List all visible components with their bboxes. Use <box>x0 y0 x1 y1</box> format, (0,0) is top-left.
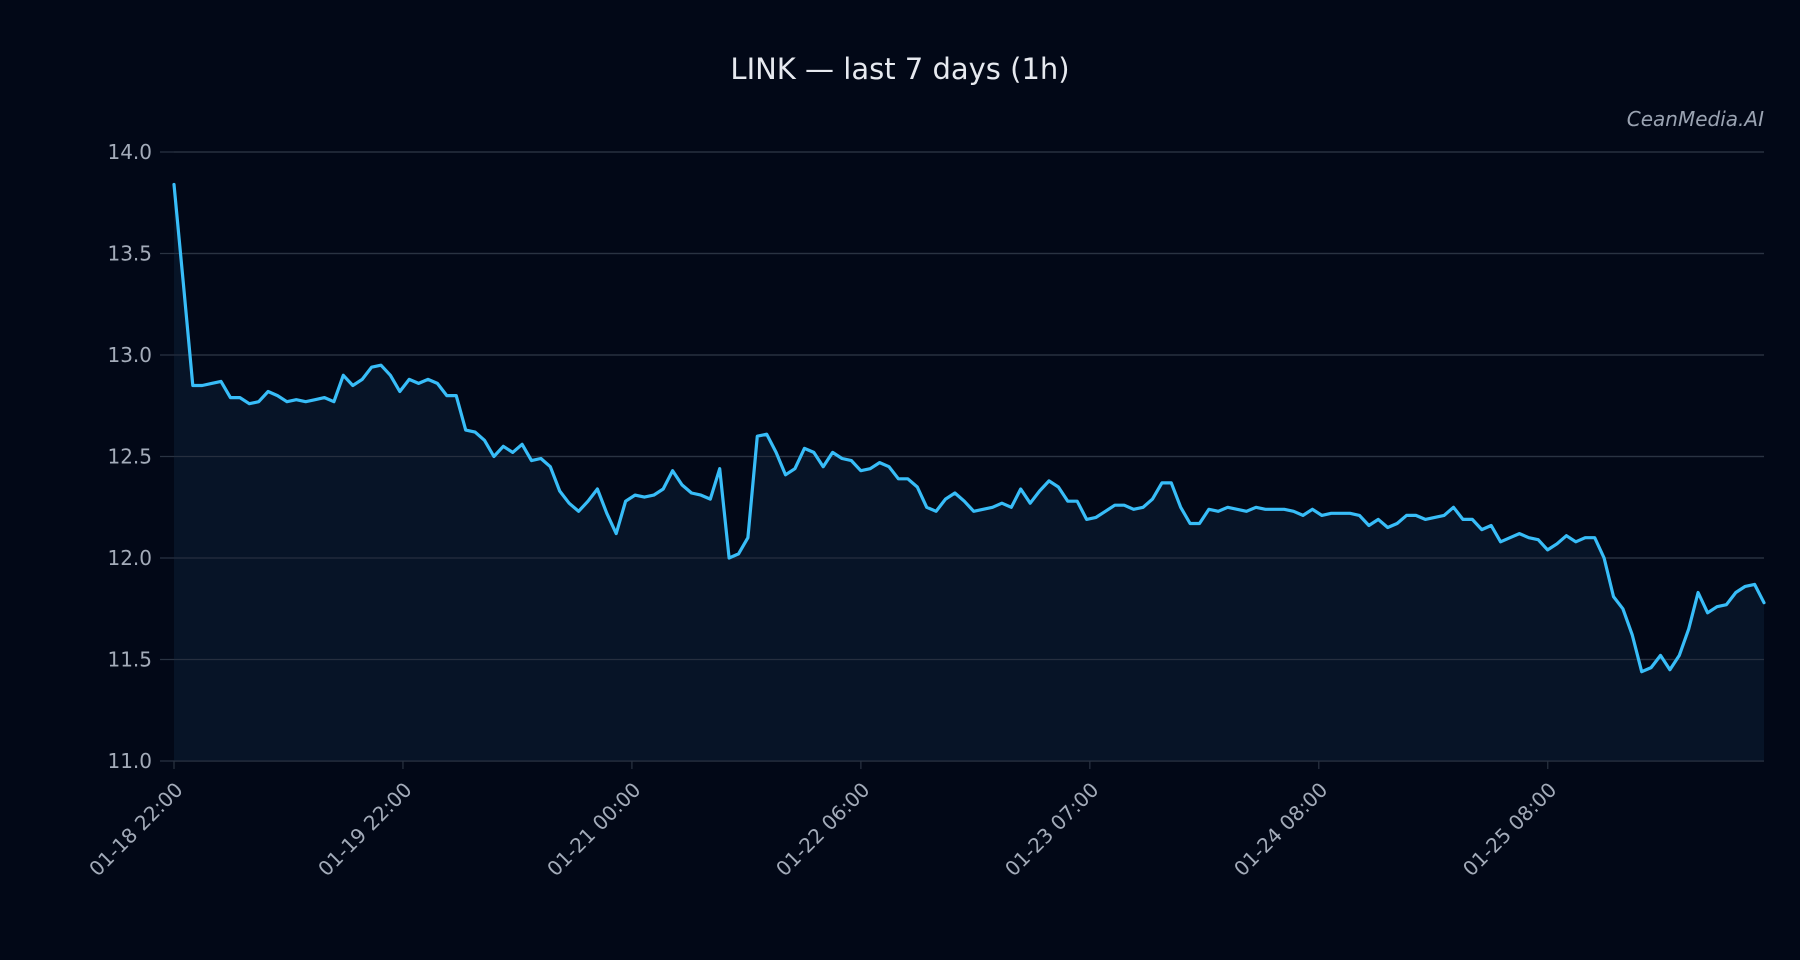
price-line <box>172 182 1766 674</box>
y-tick-label: 13.0 <box>107 343 152 367</box>
x-tick-label: 01-23 07:00 <box>1000 778 1103 881</box>
x-tick-label: 01-21 00:00 <box>542 778 645 881</box>
area-fill <box>174 184 1764 761</box>
x-tick-label: 01-24 08:00 <box>1229 778 1332 881</box>
watermark: CeanMedia.AI <box>1626 107 1764 131</box>
x-tick-label: 01-25 08:00 <box>1458 778 1561 881</box>
y-tick-label: 11.5 <box>107 648 152 672</box>
y-tick-label: 13.5 <box>107 242 152 266</box>
y-tick-label: 12.5 <box>107 445 152 469</box>
x-tick-label: 01-22 06:00 <box>771 778 874 881</box>
y-tick-label: 14.0 <box>107 140 152 164</box>
chart-title: LINK — last 7 days (1h) <box>730 52 1070 86</box>
x-tick-label: 01-18 22:00 <box>84 778 187 881</box>
y-tick-label: 12.0 <box>107 546 152 570</box>
x-tick-label: 01-19 22:00 <box>313 778 416 881</box>
y-tick-label: 11.0 <box>107 749 152 773</box>
